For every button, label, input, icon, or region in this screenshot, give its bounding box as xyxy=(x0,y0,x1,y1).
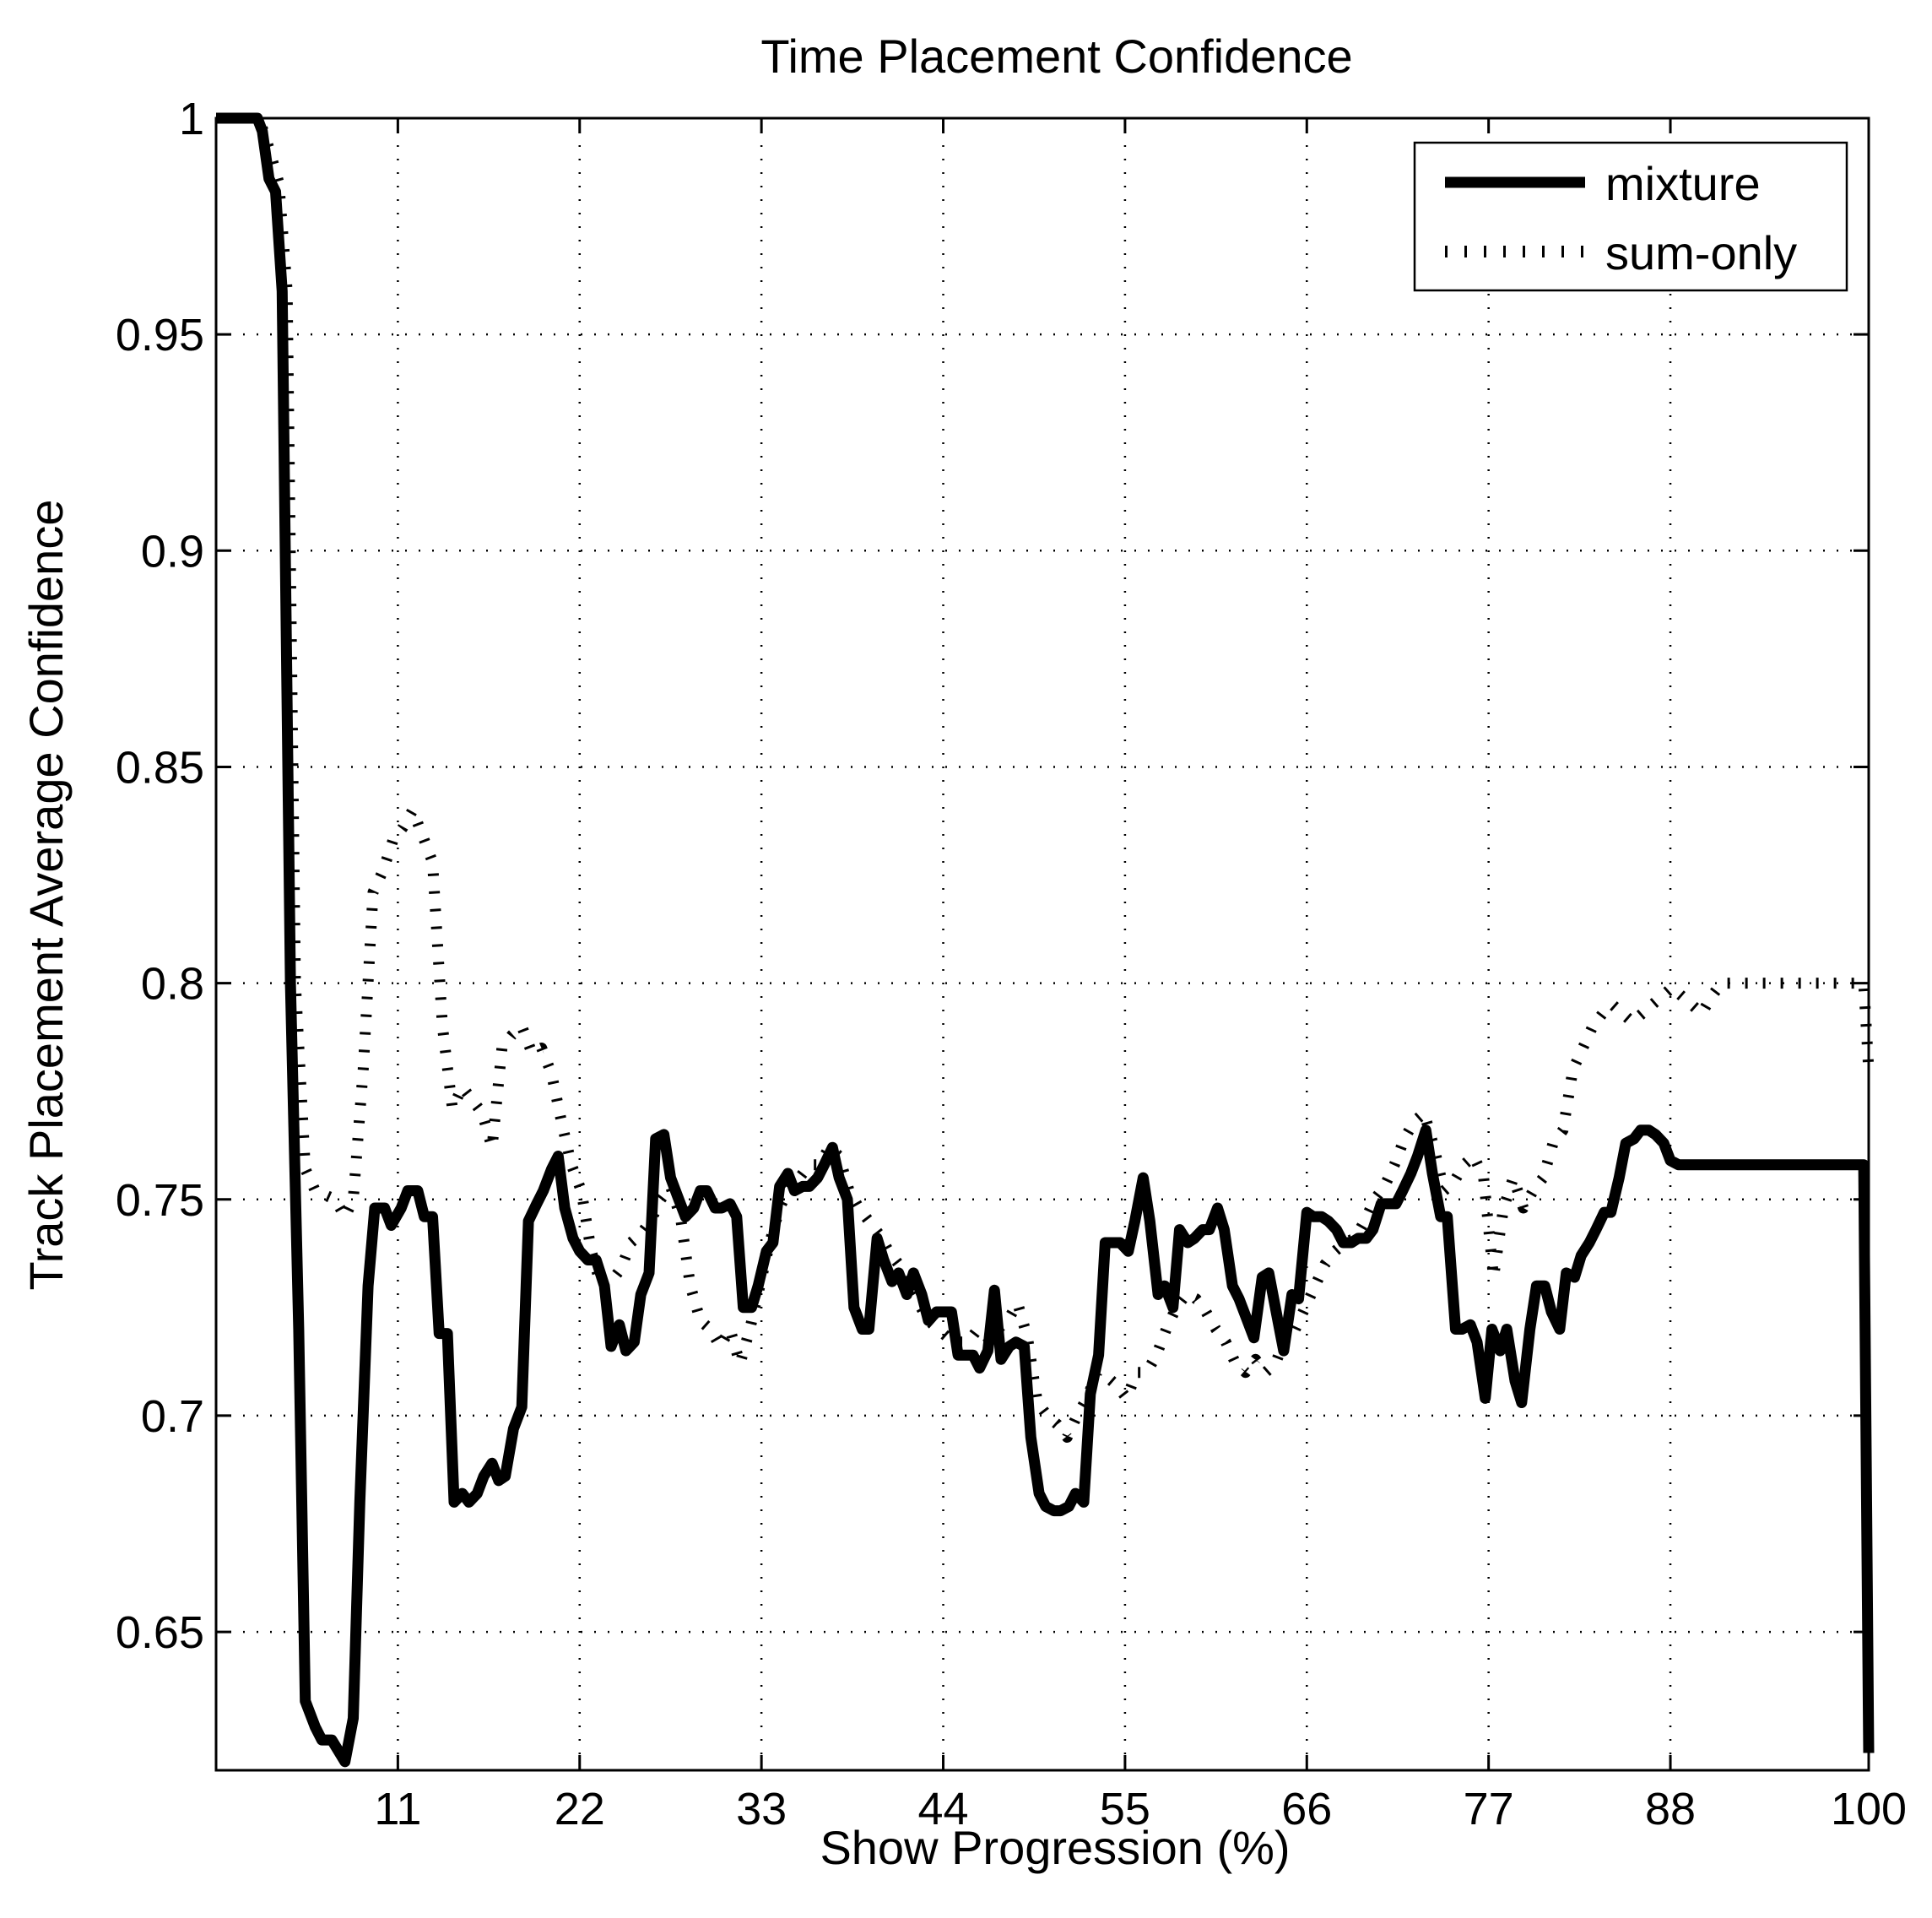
x-tick-label: 22 xyxy=(555,1784,605,1834)
x-tick-label: 100 xyxy=(1831,1784,1907,1834)
x-tick-labels: 11 22 33 44 55 66 77 88 100 xyxy=(374,1784,1907,1834)
x-tick-label: 55 xyxy=(1100,1784,1150,1834)
chart-title: Time Placement Confidence xyxy=(760,30,1352,83)
x-tick-label: 11 xyxy=(374,1784,421,1834)
y-tick-labels: 0.65 0.7 0.75 0.8 0.85 0.9 0.95 1 xyxy=(116,94,204,1658)
legend-label-mixture: mixture xyxy=(1605,157,1761,210)
plot-frame xyxy=(214,116,1870,1772)
series-line-mixture xyxy=(216,112,1875,1768)
x-tick-label: 33 xyxy=(736,1784,787,1834)
y-tick-label: 0.65 xyxy=(116,1607,204,1658)
y-tick-label: 0.95 xyxy=(116,310,204,360)
x-tick-label: 66 xyxy=(1281,1784,1332,1834)
y-tick-label: 0.7 xyxy=(141,1391,204,1442)
y-tick-label: 0.8 xyxy=(141,959,204,1010)
legend-label-sum-only: sum-only xyxy=(1605,226,1797,279)
y-axis-title: Track Placement Average Confidence xyxy=(19,500,73,1291)
series-lines xyxy=(216,112,1875,1768)
legend-box xyxy=(1413,141,1848,292)
y-tick-label: 0.9 xyxy=(141,526,204,577)
y-tick-label: 1 xyxy=(179,94,204,144)
x-tick-label: 77 xyxy=(1464,1784,1514,1834)
x-axis-title: Show Progression (%) xyxy=(820,1821,1290,1874)
y-tick-label: 0.85 xyxy=(116,742,204,793)
x-tick-label: 44 xyxy=(917,1784,968,1834)
y-tick-label: 0.75 xyxy=(116,1175,204,1226)
legend: mixture sum-only xyxy=(1413,141,1848,292)
axis-ticks xyxy=(216,116,1870,1770)
x-tick-label: 88 xyxy=(1645,1784,1696,1834)
